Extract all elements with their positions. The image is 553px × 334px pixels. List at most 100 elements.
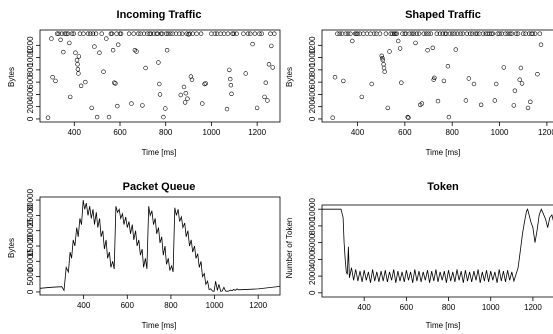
- data-point: [530, 31, 535, 36]
- data-point: [272, 31, 277, 36]
- data-point: [499, 31, 505, 36]
- data-point: [118, 31, 124, 36]
- plot-area: [322, 208, 553, 283]
- data-point: [416, 31, 422, 36]
- data-point: [441, 78, 447, 84]
- y-tick-label: 400: [308, 87, 317, 101]
- y-tick-label: 10000: [26, 250, 35, 273]
- x-tick-label: 800: [446, 128, 460, 137]
- data-point: [407, 31, 412, 36]
- data-point: [394, 31, 399, 36]
- data-point: [383, 31, 389, 36]
- data-point: [377, 31, 383, 36]
- y-tick-label: 0: [26, 289, 35, 294]
- data-point: [405, 114, 410, 120]
- data-point: [54, 31, 60, 36]
- data-point: [228, 82, 234, 88]
- x-tick-label: 600: [400, 303, 414, 312]
- data-point: [101, 69, 106, 74]
- data-point: [455, 31, 460, 36]
- y-axis-label: Number of Token: [285, 218, 294, 279]
- data-point: [460, 31, 466, 36]
- y-tick-label: 1000: [26, 48, 35, 66]
- plot-frame: [321, 29, 553, 123]
- data-point: [380, 57, 385, 63]
- data-point: [115, 42, 121, 47]
- data-point: [381, 65, 387, 71]
- chart-title: Shaped Traffic: [405, 9, 481, 21]
- plot-frame: [39, 29, 281, 123]
- data-point: [352, 31, 358, 36]
- data-point: [106, 114, 112, 120]
- y-tick-label: 800: [26, 63, 35, 77]
- y-tick-label: 4000: [308, 250, 317, 268]
- data-point: [241, 31, 246, 36]
- data-point: [126, 31, 132, 36]
- data-point: [59, 31, 64, 36]
- data-point: [164, 47, 170, 53]
- data-point: [508, 31, 513, 36]
- y-axis-label: Bytes: [285, 67, 294, 87]
- data-point: [515, 31, 521, 36]
- data-point: [414, 31, 419, 36]
- data-point: [148, 31, 154, 36]
- data-point: [158, 31, 164, 36]
- data-point: [134, 49, 139, 54]
- data-point: [268, 31, 273, 36]
- chart-title: Token: [427, 181, 459, 193]
- data-point: [181, 84, 187, 90]
- data-point: [129, 101, 134, 106]
- y-tick-label: 25000: [26, 204, 35, 227]
- data-point: [229, 91, 234, 97]
- data-point: [145, 31, 150, 36]
- data-point: [141, 31, 147, 36]
- data-point: [185, 96, 190, 101]
- data-point: [85, 31, 91, 36]
- data-point: [157, 81, 162, 87]
- data-point: [419, 101, 425, 106]
- data-point: [432, 75, 437, 81]
- data-point: [369, 81, 374, 87]
- data-point: [337, 31, 342, 36]
- data-point: [265, 98, 270, 103]
- data-point: [225, 31, 231, 36]
- data-point: [396, 38, 401, 44]
- data-point: [348, 31, 353, 36]
- data-point: [262, 94, 267, 100]
- data-point: [411, 31, 417, 36]
- y-tick-label: 30000: [26, 188, 35, 211]
- incoming-traffic-panel: Incoming Traffic Time [ms] Bytes 400 600 8…: [7, 9, 281, 157]
- data-point: [355, 31, 360, 36]
- x-tick-label: 400: [68, 128, 82, 137]
- data-point: [83, 79, 88, 85]
- data-point: [525, 105, 531, 111]
- data-point: [58, 37, 63, 42]
- data-point: [188, 74, 194, 79]
- chart-title: Incoming Traffic: [117, 9, 202, 21]
- data-point: [466, 76, 471, 81]
- data-point: [112, 80, 117, 85]
- data-point: [511, 103, 516, 108]
- shaped-traffic-panel: Shaped Traffic Time [ms] Bytes 400 600 800…: [285, 9, 553, 157]
- data-point: [88, 31, 93, 36]
- data-point: [379, 53, 384, 58]
- data-point: [428, 31, 434, 36]
- y-tick-label: 1200: [26, 36, 35, 54]
- data-point: [471, 81, 477, 87]
- data-point: [447, 31, 452, 36]
- data-point: [431, 77, 436, 82]
- x-axis-label: Time [ms]: [426, 148, 461, 157]
- data-point: [519, 81, 525, 86]
- data-point: [62, 31, 67, 36]
- data-point: [173, 31, 179, 36]
- x-tick-label: 600: [113, 128, 127, 137]
- data-point: [332, 74, 338, 80]
- data-point: [170, 31, 175, 36]
- data-point: [505, 31, 510, 36]
- data-point: [487, 31, 492, 36]
- data-point: [445, 63, 451, 69]
- y-tick-label: 1200: [308, 36, 317, 54]
- data-point: [397, 46, 403, 51]
- data-point: [470, 31, 475, 36]
- data-point: [234, 31, 239, 36]
